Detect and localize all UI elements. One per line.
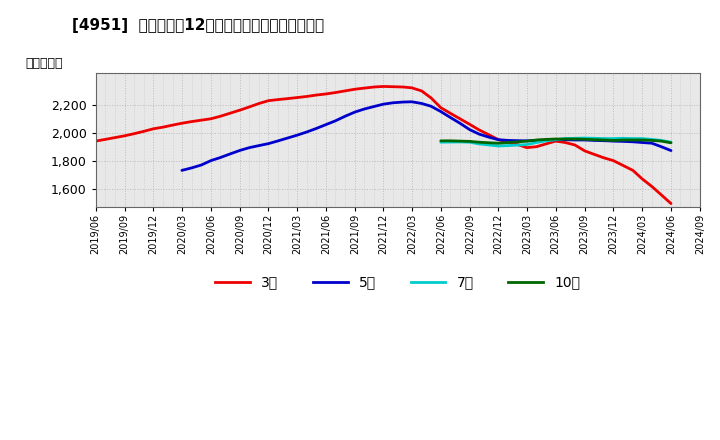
Legend: 3年, 5年, 7年, 10年: 3年, 5年, 7年, 10年 bbox=[210, 270, 586, 295]
Y-axis label: （百万円）: （百万円） bbox=[25, 57, 63, 70]
Text: [4951]  当期純利益12か月移動合計の平均値の推移: [4951] 当期純利益12か月移動合計の平均値の推移 bbox=[72, 18, 324, 33]
